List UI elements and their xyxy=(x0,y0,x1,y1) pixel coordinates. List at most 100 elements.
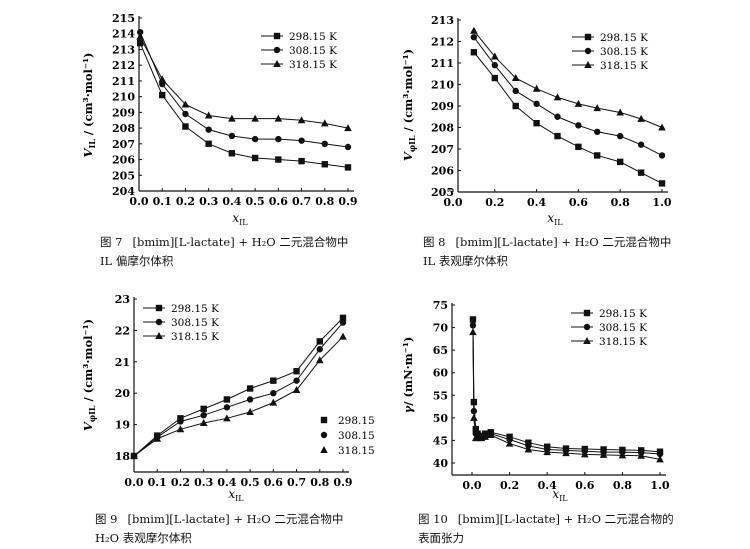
data-point xyxy=(617,158,624,166)
series-line xyxy=(473,30,663,128)
legend-entry: 318.15 K xyxy=(572,60,648,72)
x-tick-label: 0.8 xyxy=(611,196,630,209)
caption-line2: IL 表观摩尔体积 xyxy=(423,254,508,268)
data-point xyxy=(246,385,254,392)
x-tick-label: 0.9 xyxy=(333,476,352,489)
x-tick-label: 0.3 xyxy=(194,476,213,489)
series-line xyxy=(139,31,349,148)
data-point xyxy=(270,377,277,384)
y-tick-label: 210 xyxy=(112,91,135,104)
y-tick-label: 205 xyxy=(112,169,135,182)
legend-label: 308.15 K xyxy=(289,45,337,57)
caption-fig7: 图 7 [bmim][L-lactate] + H₂O 二元混合物中 IL 偏摩尔… xyxy=(100,233,348,271)
data-point xyxy=(469,322,477,329)
data-point xyxy=(506,436,513,443)
series-line xyxy=(133,322,344,457)
data-point xyxy=(524,445,533,453)
data-point xyxy=(223,396,231,403)
data-point xyxy=(153,434,162,442)
legend-marker xyxy=(583,323,591,331)
caption-fig10: 图 10 [bmim][L-lactate] + H₂O 二元混合物的 表面张力 xyxy=(418,510,674,548)
data-point xyxy=(159,80,166,88)
data-point xyxy=(298,157,305,165)
data-point xyxy=(274,114,283,122)
data-point xyxy=(228,114,236,122)
data-point xyxy=(554,132,561,140)
data-point xyxy=(158,75,167,83)
legend-label: 298.15 K xyxy=(599,308,647,320)
y-tick-label: 213 xyxy=(112,43,135,56)
caption-number: 图 9 xyxy=(95,512,118,526)
x-tick-label: 1.0 xyxy=(652,196,671,209)
data-point xyxy=(200,411,207,419)
y-tick-label: 18 xyxy=(115,450,131,463)
y-tick-label: 75 xyxy=(433,299,448,312)
data-point xyxy=(159,91,166,99)
data-point xyxy=(469,328,477,336)
data-point xyxy=(575,143,582,151)
data-point xyxy=(293,368,300,375)
data-point xyxy=(532,84,541,92)
y-axis-label: VφIL / (cm³·mol⁻¹) xyxy=(81,319,97,431)
series-31815 xyxy=(469,328,664,463)
series-30815 xyxy=(136,28,352,151)
series-line xyxy=(472,332,661,460)
x-tick-label: 0.6 xyxy=(575,479,594,492)
legend-marker xyxy=(584,47,592,55)
legend-marker xyxy=(583,309,591,317)
legend-label: 308.15 K xyxy=(171,317,219,329)
data-point xyxy=(275,135,282,143)
y-tick-label: 40 xyxy=(433,457,449,470)
y-axis-label: γ/ (mN·m⁻¹) xyxy=(401,337,415,414)
data-point xyxy=(554,113,561,120)
series-line xyxy=(133,336,344,457)
y-tick-label: 208 xyxy=(112,122,135,135)
data-point xyxy=(339,332,347,340)
data-point xyxy=(182,110,189,118)
legend-entry: 308.15 K xyxy=(571,322,647,334)
data-point xyxy=(251,135,259,143)
data-point xyxy=(136,39,144,47)
legend-entry: 318.15 K xyxy=(571,336,647,348)
y-tick-label: 45 xyxy=(433,434,448,447)
legend-entry: 298.15 K xyxy=(261,31,337,43)
data-point xyxy=(292,386,301,394)
data-point xyxy=(316,346,323,353)
series-line xyxy=(139,42,349,168)
legend-label: 308.15 K xyxy=(600,46,648,58)
data-point xyxy=(251,114,259,122)
caption-line2: H₂O 表观摩尔体积 xyxy=(95,531,192,545)
data-point xyxy=(200,405,207,413)
series-line xyxy=(133,317,344,457)
y-tick-label: 205 xyxy=(431,186,454,199)
data-point xyxy=(321,161,328,168)
x-tick-label: 0.3 xyxy=(199,195,218,208)
data-point xyxy=(269,398,278,406)
y-tick-label: 207 xyxy=(112,138,135,151)
x-tick-label: 0.0 xyxy=(462,479,481,492)
y-tick-label: 22 xyxy=(115,324,130,337)
y-tick-label: 70 xyxy=(433,322,449,335)
chart-8: 205 206 207 208 209 210 211 212 213 0.0 0.2 0.4 0.6 0… xyxy=(401,14,672,227)
caption-line1: [bmim][L-lactate] + H₂O 二元混合物中 xyxy=(132,235,349,249)
data-point xyxy=(182,123,189,130)
data-point xyxy=(469,316,477,323)
data-point xyxy=(344,164,352,171)
legend-entry: 308.15 K 308.15 xyxy=(143,317,375,442)
x-tick-label: 0.5 xyxy=(241,476,260,489)
series-29815 xyxy=(136,39,352,171)
legend-entry: 318.15 K xyxy=(261,59,337,71)
legend-marker xyxy=(584,61,592,68)
legend2-label: 318.15 xyxy=(338,445,375,457)
y-tick-label: 209 xyxy=(431,100,454,113)
y-tick-label: 204 xyxy=(112,185,135,198)
x-tick-label: 0.6 xyxy=(569,196,588,209)
data-point xyxy=(637,141,645,148)
y-tick-label: 207 xyxy=(431,143,454,156)
series-30815 xyxy=(130,319,347,460)
data-point xyxy=(616,108,624,116)
y-tick-label: 19 xyxy=(115,419,130,432)
x-tick-label: 0.0 xyxy=(129,195,148,208)
legend-label: 318.15 K xyxy=(289,59,337,71)
legend-entry: 298.15 K 298.15 xyxy=(143,303,375,427)
